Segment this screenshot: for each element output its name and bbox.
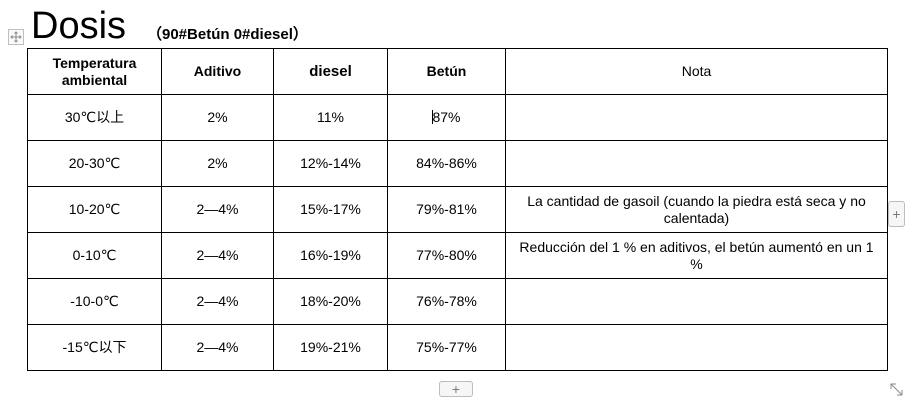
document-title: Dosis	[31, 5, 127, 47]
cell-note[interactable]: La cantidad de gasoil (cuando la piedra …	[505, 186, 888, 233]
cell-diesel[interactable]: 11%	[273, 94, 388, 141]
plus-icon: +	[451, 381, 461, 397]
cell-bitumen[interactable]: 84%-86%	[387, 140, 506, 187]
cell-diesel[interactable]: 12%-14%	[273, 140, 388, 187]
cell-temperature[interactable]: -15℃以下	[27, 324, 162, 371]
table-row: 30℃以上 2% 11% 87%	[27, 94, 888, 141]
dosage-table: Temperatura ambiental Aditivo diesel Bet…	[27, 48, 888, 371]
document-subtitle: （90#Betún 0#diesel）	[147, 26, 308, 43]
cell-diesel[interactable]: 19%-21%	[273, 324, 388, 371]
cell-temperature[interactable]: -10-0℃	[27, 278, 162, 325]
cell-bitumen[interactable]: 76%-78%	[387, 278, 506, 325]
table-row: 20-30℃ 2% 12%-14% 84%-86%	[27, 140, 888, 187]
cell-diesel[interactable]: 16%-19%	[273, 232, 388, 279]
table-row: 0-10℃ 2—4% 16%-19% 77%-80% Reducción del…	[27, 232, 888, 279]
add-column-button[interactable]: +	[888, 201, 905, 227]
cell-note[interactable]	[505, 324, 888, 371]
cell-note[interactable]: Reducción del 1 % en aditivos, el betún …	[505, 232, 888, 279]
header-temperature[interactable]: Temperatura ambiental	[27, 48, 162, 95]
cell-temperature[interactable]: 0-10℃	[27, 232, 162, 279]
add-row-button[interactable]: +	[439, 381, 473, 397]
resize-icon	[890, 383, 903, 396]
table-move-handle[interactable]	[8, 29, 24, 45]
cell-bitumen[interactable]: 75%-77%	[387, 324, 506, 371]
cell-additive[interactable]: 2—4%	[161, 186, 274, 233]
cell-bitumen-active[interactable]: 87%	[387, 94, 506, 141]
text-cursor	[432, 110, 434, 124]
table-row: -15℃以下 2—4% 19%-21% 75%-77%	[27, 324, 888, 371]
plus-icon: +	[892, 206, 901, 222]
cell-bitumen-value: 87%	[432, 109, 461, 125]
cell-note[interactable]	[505, 94, 888, 141]
cell-temperature[interactable]: 20-30℃	[27, 140, 162, 187]
cell-additive[interactable]: 2—4%	[161, 278, 274, 325]
move-icon	[10, 31, 22, 43]
cell-diesel[interactable]: 15%-17%	[273, 186, 388, 233]
cell-bitumen[interactable]: 77%-80%	[387, 232, 506, 279]
table-header-row: Temperatura ambiental Aditivo diesel Bet…	[27, 48, 888, 95]
cell-additive[interactable]: 2—4%	[161, 324, 274, 371]
header-bitumen[interactable]: Betún	[387, 48, 506, 95]
cell-temperature[interactable]: 30℃以上	[27, 94, 162, 141]
cell-bitumen[interactable]: 79%-81%	[387, 186, 506, 233]
header-additive[interactable]: Aditivo	[161, 48, 274, 95]
cell-additive[interactable]: 2%	[161, 140, 274, 187]
cell-note[interactable]	[505, 278, 888, 325]
header-note[interactable]: Nota	[505, 48, 888, 95]
table-row: 10-20℃ 2—4% 15%-17% 79%-81% La cantidad …	[27, 186, 888, 233]
cell-additive[interactable]: 2%	[161, 94, 274, 141]
header-diesel[interactable]: diesel	[273, 48, 388, 95]
cell-additive[interactable]: 2—4%	[161, 232, 274, 279]
table-resize-handle[interactable]	[888, 381, 905, 398]
cell-note[interactable]	[505, 140, 888, 187]
cell-temperature[interactable]: 10-20℃	[27, 186, 162, 233]
cell-diesel[interactable]: 18%-20%	[273, 278, 388, 325]
table-row: -10-0℃ 2—4% 18%-20% 76%-78%	[27, 278, 888, 325]
